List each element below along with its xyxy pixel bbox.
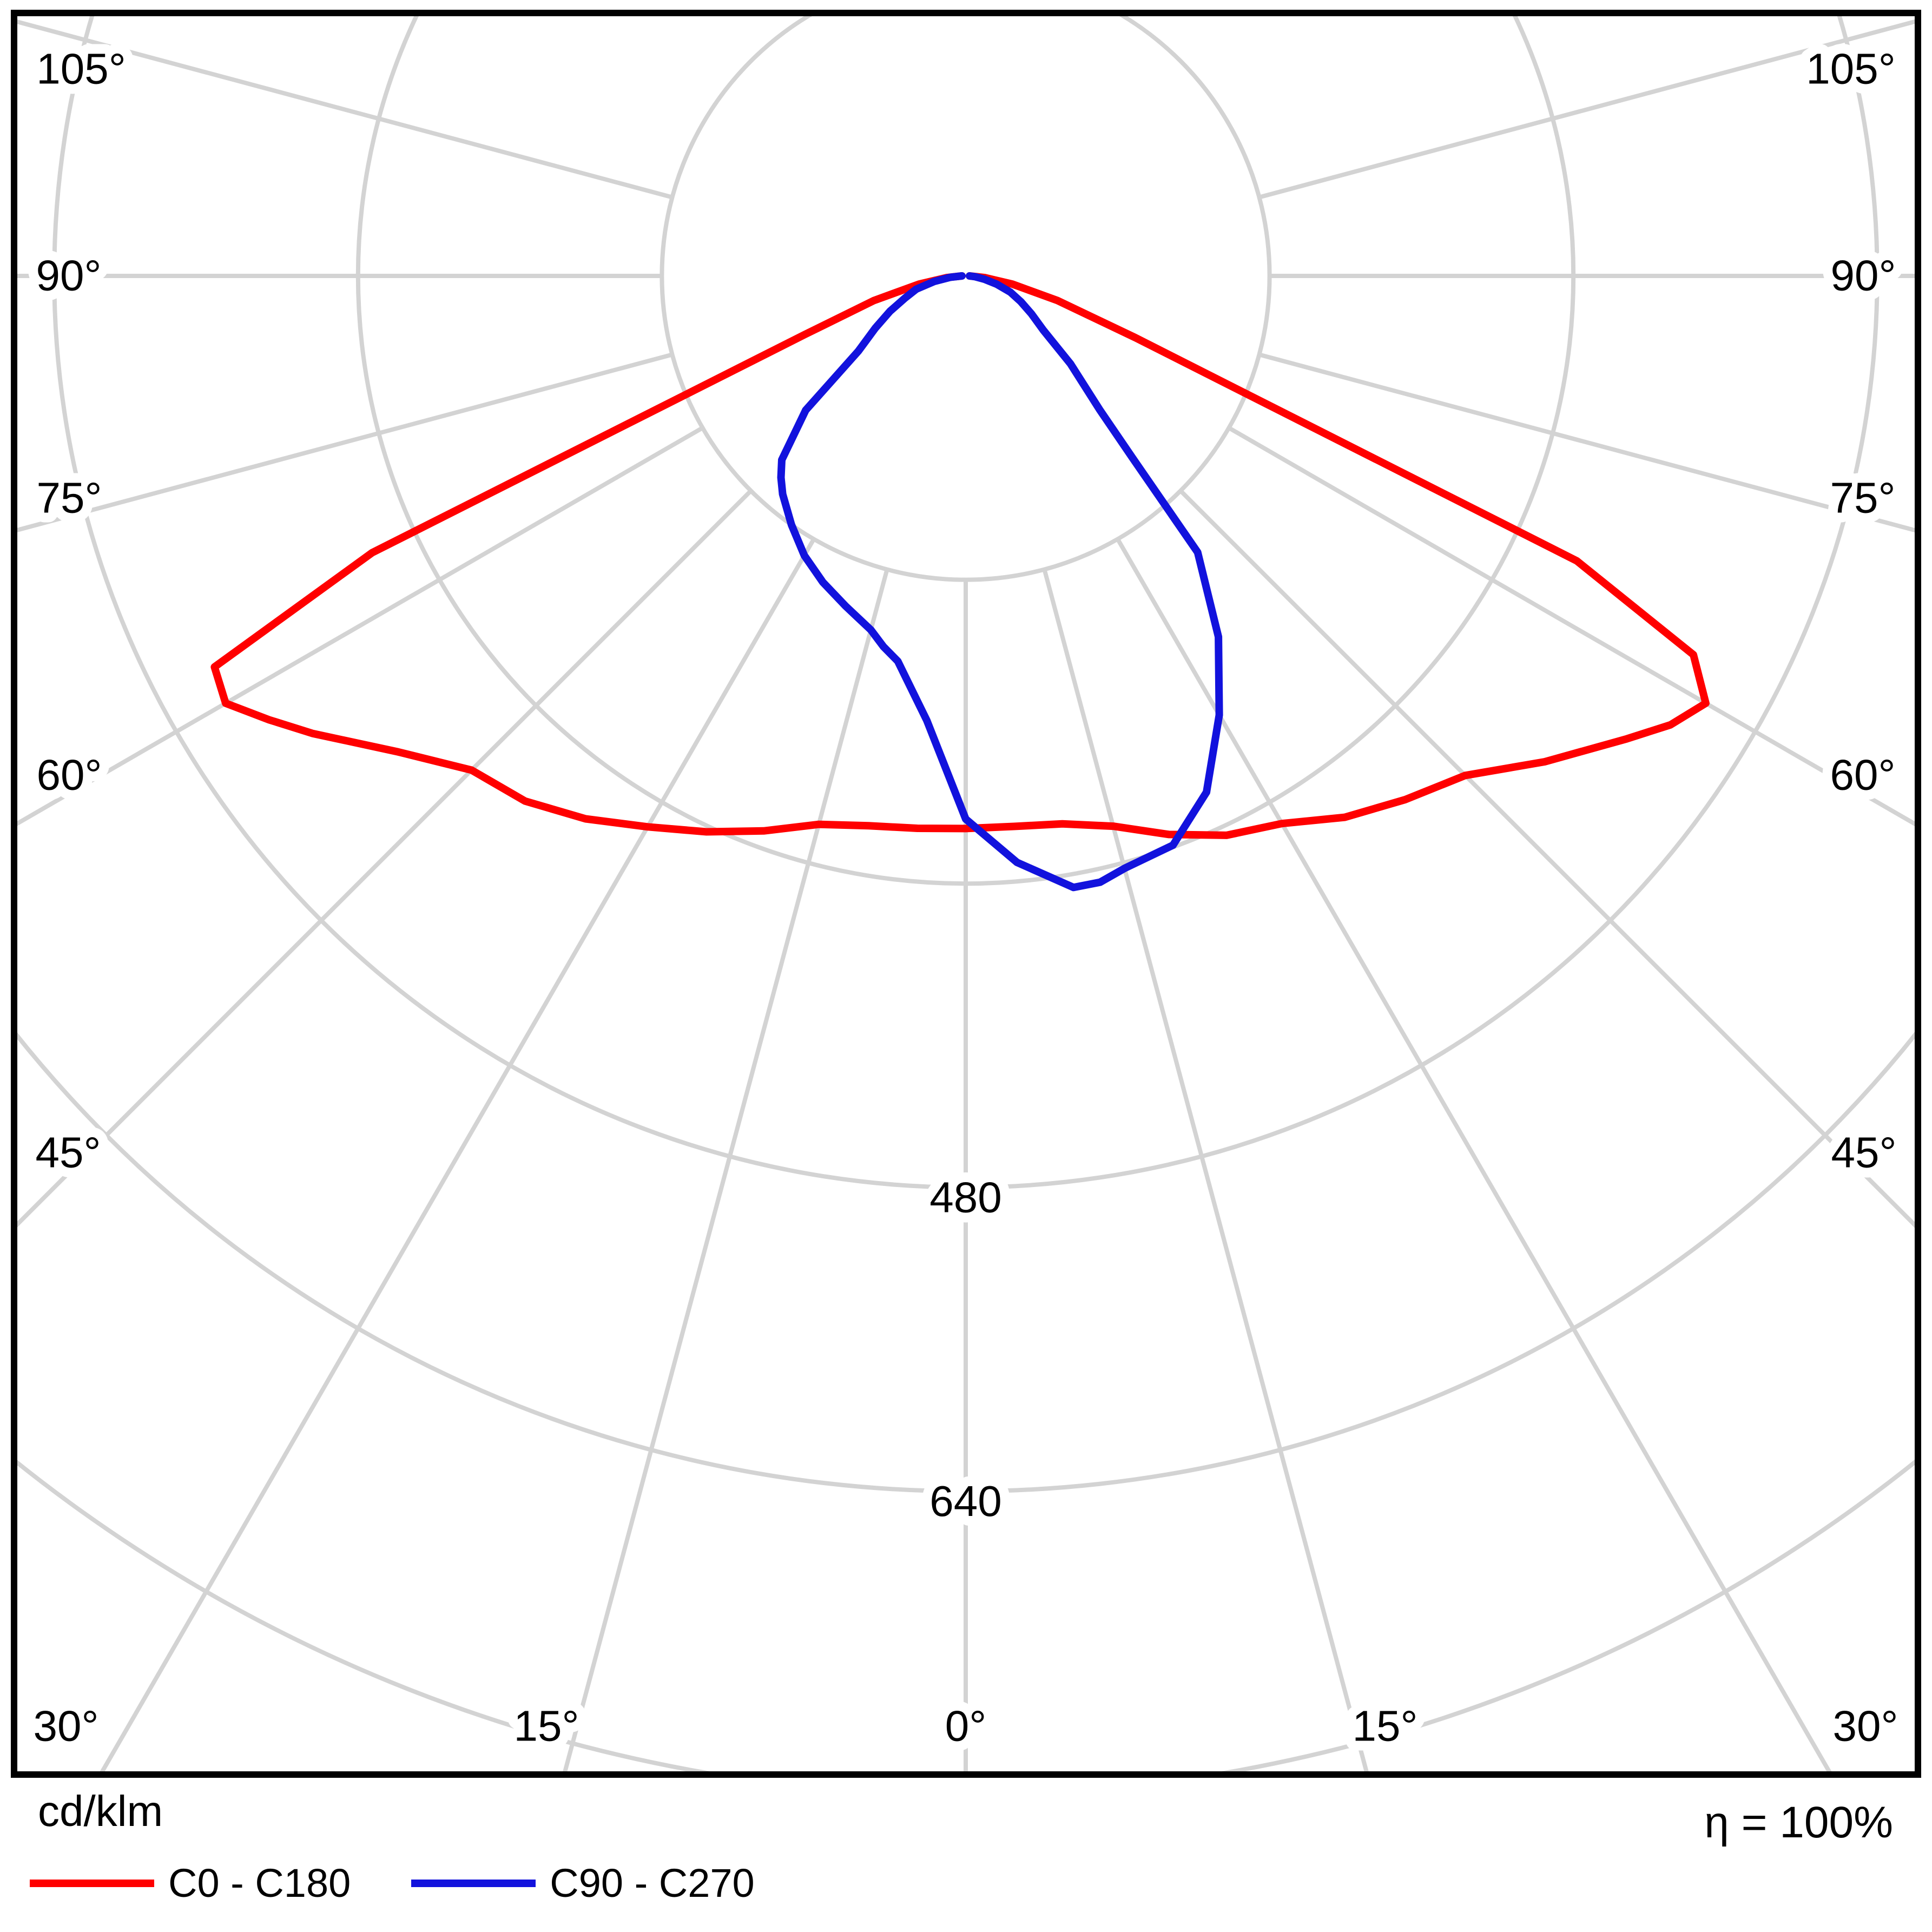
angle-label-right-75: 75° (1830, 474, 1896, 522)
efficiency-label: η = 100% (1704, 1798, 1893, 1847)
angle-label-right-90: 90° (1831, 252, 1896, 300)
grid-ray-60-right (1228, 426, 1918, 828)
angle-label-right-105: 105° (1806, 45, 1895, 93)
ring-label-480: 480 (929, 1173, 1001, 1221)
grid-ray-60-left (14, 426, 704, 828)
legend-label-c0-c180: C0 - C180 (168, 1861, 351, 1905)
plot-border (11, 10, 1921, 1778)
curve-c0-c180 (210, 272, 1710, 839)
grid-ray-105-left (14, 18, 673, 200)
angle-label-bottom-1: 15° (514, 1702, 579, 1750)
grid-ray-15-right (1042, 569, 1370, 1775)
angle-label-left-105: 105° (36, 45, 126, 93)
angle-label-bottom-3: 15° (1353, 1702, 1418, 1750)
grid-ray-75-left (14, 352, 673, 533)
legend: C0 - C180 C90 - C270 (30, 1860, 755, 1906)
angle-label-left-45: 45° (36, 1129, 101, 1177)
ring-label-640: 640 (929, 1477, 1001, 1525)
angle-label-bottom-4: 30° (1833, 1702, 1898, 1750)
grid-ray-30-left (98, 538, 816, 1775)
curve-c90-c270 (777, 272, 1223, 892)
grid-ray-75-right (1258, 352, 1918, 533)
axis-labels: 105° 105° 90° 90° 75° 75° 60° 60° 45° 45° 30° 15° 0°… (24, 35, 1908, 1760)
legend-swatch-c90-c270 (411, 1879, 536, 1887)
curves (210, 272, 1710, 892)
angle-label-left-90: 90° (36, 252, 102, 300)
legend-label-c90-c270: C90 - C270 (550, 1861, 755, 1905)
angle-label-right-45: 45° (1831, 1129, 1897, 1177)
angle-label-left-60: 60° (37, 751, 102, 799)
angle-label-left-75: 75° (37, 474, 102, 522)
grid-ray-105-right (1258, 18, 1918, 200)
grid-ray-30-right (1116, 538, 1834, 1775)
grid-ring-160 (660, 13, 1272, 582)
grid-ray-45-right (1179, 489, 1918, 1231)
angle-label-right-60: 60° (1830, 751, 1896, 799)
angle-label-bottom-0: 30° (34, 1702, 99, 1750)
grid-ray-45-left (14, 489, 753, 1231)
angle-label-bottom-2: 0° (945, 1702, 986, 1750)
unit-label: cd/klm (38, 1787, 163, 1835)
legend-swatch-c0-c180 (30, 1879, 154, 1887)
